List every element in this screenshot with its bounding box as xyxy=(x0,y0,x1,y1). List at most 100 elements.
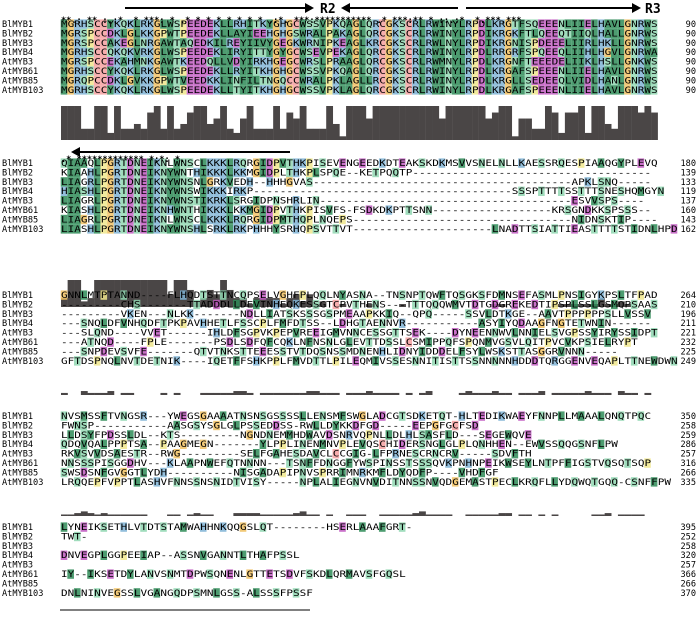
residue-shade xyxy=(418,411,426,421)
residue-shade xyxy=(339,66,346,76)
residue-shade xyxy=(491,75,499,86)
conservation-bar xyxy=(107,132,115,140)
conservation-bar xyxy=(465,106,473,140)
sequence-row: MGRSPCCDKLGLKKGPWTPEEDEKLLAYIEEHGHGSWRAL… xyxy=(61,29,658,39)
residue-shade xyxy=(451,38,459,48)
residue-shade xyxy=(140,19,147,29)
residue-shade xyxy=(451,19,459,29)
residue-shade xyxy=(226,19,234,29)
residue-shade xyxy=(173,205,181,215)
conservation-bar xyxy=(399,514,406,516)
residue-shade xyxy=(146,177,154,187)
residue-shade xyxy=(239,522,247,532)
conservation-bar xyxy=(472,514,479,516)
residue-shade xyxy=(299,290,307,300)
conservation-bar xyxy=(511,136,519,140)
residue-shade xyxy=(471,356,479,366)
sequence-row: KIASHLPGRTDNEIKNHWNTHIKKKLKKMGIDPVTHKPIS… xyxy=(61,206,651,216)
sequence-row: MGRSPCCEKAHMNKGAWTKEEDQLLVDYIRKHGEGCWRSL… xyxy=(61,58,658,68)
residue-shade xyxy=(286,569,293,579)
residue-shade xyxy=(425,205,432,215)
residue-shade xyxy=(306,57,313,67)
residue-shade xyxy=(199,346,207,357)
residue-shade xyxy=(279,66,287,76)
residue-shade xyxy=(246,458,253,468)
residue-shade xyxy=(524,66,532,76)
residue-shade xyxy=(259,75,267,86)
residue-shade xyxy=(431,47,439,57)
residue-shade xyxy=(504,28,512,39)
residue-shade xyxy=(617,85,625,95)
residue-shade xyxy=(451,66,459,76)
residue-shade xyxy=(266,177,273,187)
residue-shade xyxy=(332,420,340,431)
residue-shade xyxy=(339,75,346,86)
residue-shade xyxy=(398,47,406,57)
residue-shade xyxy=(219,411,227,421)
residue-shade xyxy=(286,38,293,48)
residue-shade xyxy=(87,57,94,67)
residue-shade xyxy=(312,66,320,76)
conservation-bar xyxy=(365,391,373,395)
residue-shade xyxy=(173,196,181,206)
residue-shade xyxy=(378,47,386,57)
residue-shade xyxy=(279,467,287,478)
residue-shade xyxy=(133,38,141,48)
residue-shade xyxy=(471,299,479,310)
residue-shade xyxy=(173,28,181,39)
residue-shade xyxy=(630,75,638,86)
residue-shade xyxy=(133,57,141,67)
residue-shade xyxy=(206,66,214,76)
residue-shade xyxy=(485,38,492,48)
conservation-bar xyxy=(114,106,121,140)
conservation-bar xyxy=(259,298,267,307)
conservation-bar xyxy=(273,514,280,516)
residue-shade xyxy=(199,47,207,57)
residue-shade xyxy=(518,290,525,300)
residue-shade xyxy=(186,177,194,187)
residue-shade xyxy=(591,66,598,76)
residue-shade xyxy=(140,47,147,57)
residue-shade xyxy=(332,28,340,39)
residue-shade xyxy=(325,337,333,347)
residue-shade xyxy=(80,66,88,76)
sequence-row: LIAGRLPGRTDNEIKNYWNSTIKRKLSRGIDPNSHRLIN-… xyxy=(61,197,644,207)
residue-shade xyxy=(127,309,134,319)
conservation-bar xyxy=(167,106,174,140)
residue-shade xyxy=(564,205,572,215)
residue-shade xyxy=(233,328,240,338)
residue-shade xyxy=(73,38,81,48)
residue-shade xyxy=(67,158,74,168)
residue-shade xyxy=(438,47,446,57)
residue-shade xyxy=(292,588,300,598)
residue-shade xyxy=(173,167,181,178)
residue-shade xyxy=(425,430,432,440)
residue-shade xyxy=(193,167,200,178)
residue-shade xyxy=(451,28,459,39)
residue-shade xyxy=(80,19,88,29)
residue-shade xyxy=(107,19,114,29)
conservation-bar xyxy=(631,514,639,516)
residue-shade xyxy=(485,19,492,29)
sequence-name: AtMYB61 xyxy=(2,338,38,348)
conservation-bar xyxy=(226,289,234,307)
residue-shade xyxy=(186,196,194,206)
sequence-name: BlMYB1 xyxy=(2,291,33,301)
residue-shade xyxy=(239,467,247,478)
region-arrow-block2 xyxy=(71,147,290,157)
residue-shade xyxy=(286,167,293,178)
conservation-bar xyxy=(213,118,221,140)
residue-shade xyxy=(485,458,492,468)
sequence-name: BlMYB4 xyxy=(2,551,33,561)
residue-shade xyxy=(292,224,300,234)
residue-shade xyxy=(332,47,340,57)
residue-shade xyxy=(418,57,426,67)
residue-shade xyxy=(186,158,194,168)
residue-shade xyxy=(617,158,625,168)
sequence-row: QDQVQALPPPTSA--PAAGMEGN-------YLPPLINENM… xyxy=(61,440,619,450)
sequence-row: LYNEIKSETHLVTDTSTAMWAHHNKQQGSLQT--------… xyxy=(61,523,412,533)
residue-shade xyxy=(299,477,307,487)
residue-shade xyxy=(332,66,340,76)
residue-shade xyxy=(60,177,68,187)
conservation-bar xyxy=(584,391,592,395)
